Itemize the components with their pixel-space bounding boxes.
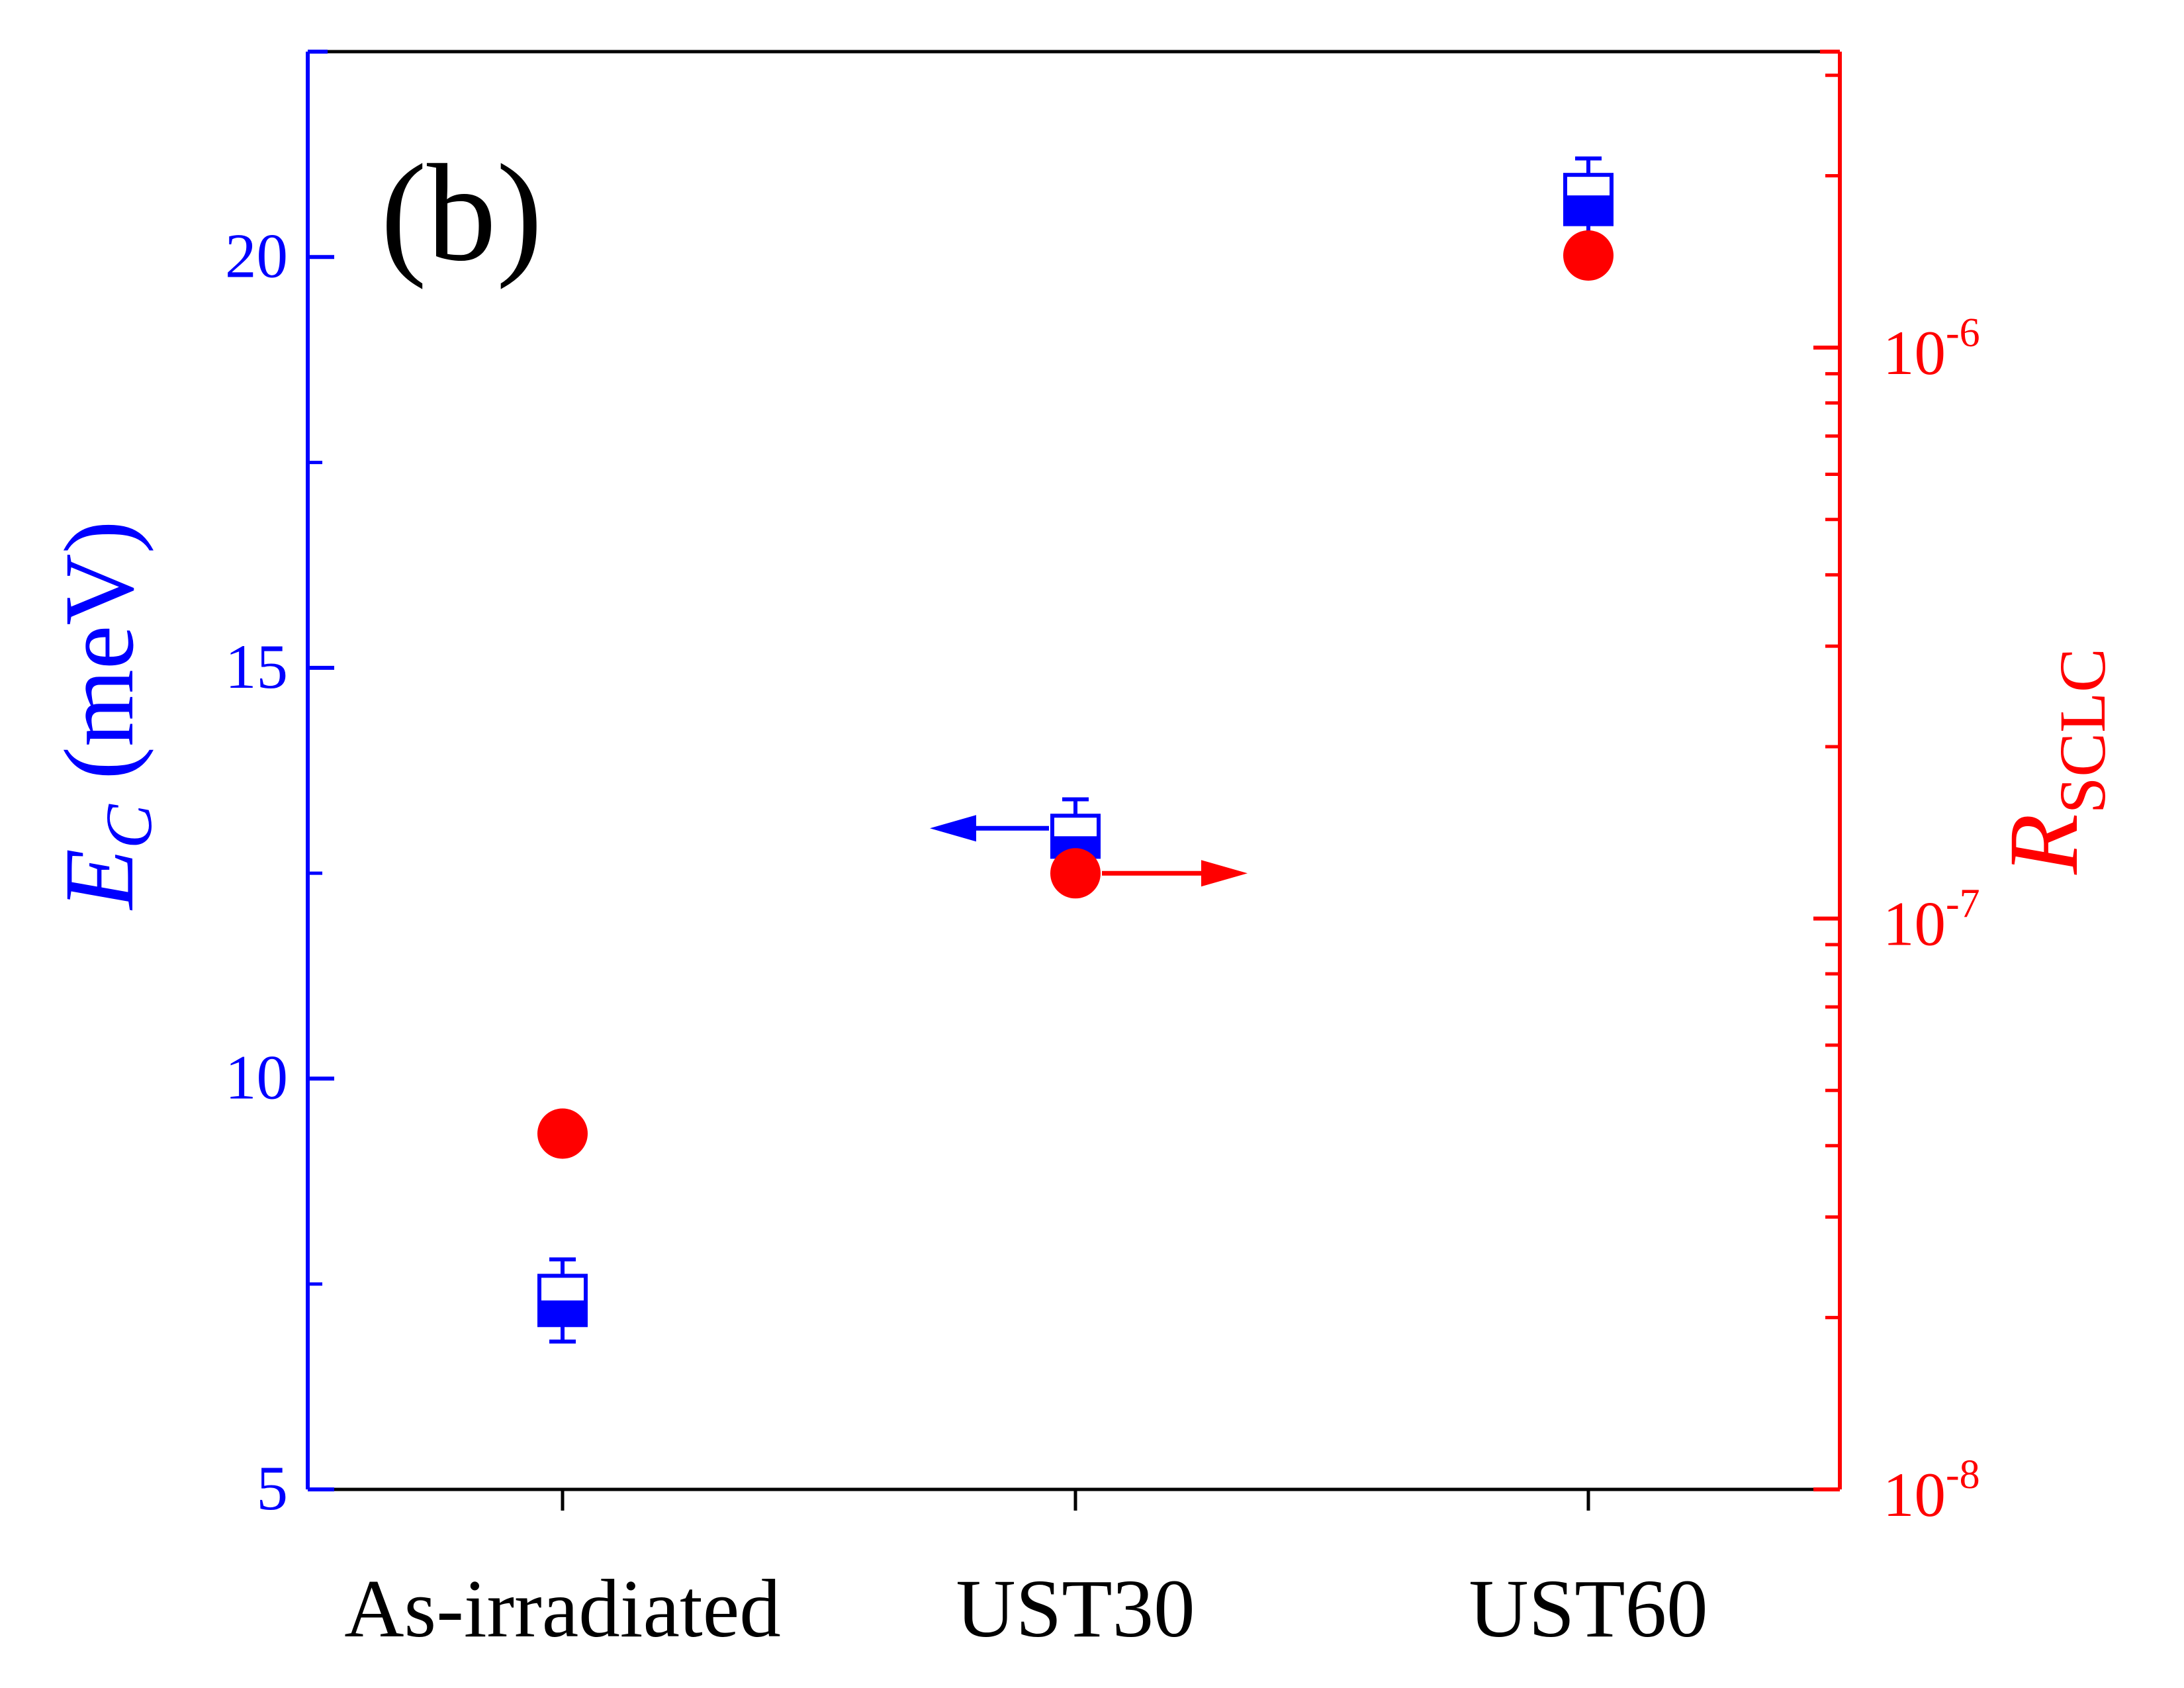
left-axis-title-unit: (meV) [44,520,154,804]
left-axis-title: EC (meV) [44,520,165,910]
right-axis-title-sub: SCLC [2046,648,2119,814]
box-outline [1563,173,1614,226]
right-tick-label: 10-7 [1883,882,1980,959]
scatter-point [1563,230,1614,281]
box-lower-half [1565,195,1612,224]
right-tick-label: 10-8 [1883,1452,1980,1530]
right-axis-title-main: R [1989,814,2099,875]
right-axis-title: RSCLC [1989,648,2119,875]
x-tick-label: As-irradiated [344,1564,780,1655]
box-mark [537,1257,588,1344]
right-tick-exponent: -8 [1946,1452,1980,1497]
x-axis: As-irradiated UST30 UST60 [344,1489,1708,1655]
arrow-left-icon [930,815,1049,842]
left-axis: 5 10 15 20 [225,50,334,1523]
x-tick-label: UST30 [956,1564,1195,1655]
right-tick-exponent: -6 [1946,310,1980,355]
arrow-right-head [1201,860,1248,887]
right-axis: 10-810-710-6 [1813,50,1980,1530]
right-tick-base: 10 [1883,1460,1946,1530]
left-axis-title-main: E [44,849,154,911]
axis-arrows [930,815,1248,887]
right-tick-base: 10 [1883,318,1946,388]
box-mark [1563,156,1614,243]
scatter-point [1050,848,1101,899]
left-tick-label: 10 [225,1042,288,1112]
data-marks [537,156,1614,1344]
x-tick-label: UST60 [1469,1564,1707,1655]
right-tick-label: 10-6 [1883,310,1980,388]
left-axis-title-sub: C [92,804,165,849]
scatter-point [537,1108,588,1159]
arrow-left-head [930,815,976,842]
left-tick-label: 15 [225,632,288,702]
left-tick-label: 20 [225,220,288,291]
arrow-right-icon [1102,860,1248,887]
right-tick-exponent: -7 [1946,882,1980,927]
box-lower-half [539,1300,586,1325]
right-tick-base: 10 [1883,889,1946,959]
panel-label: (b) [381,136,543,290]
box-outline [537,1274,588,1327]
left-tick-label: 5 [257,1453,289,1523]
